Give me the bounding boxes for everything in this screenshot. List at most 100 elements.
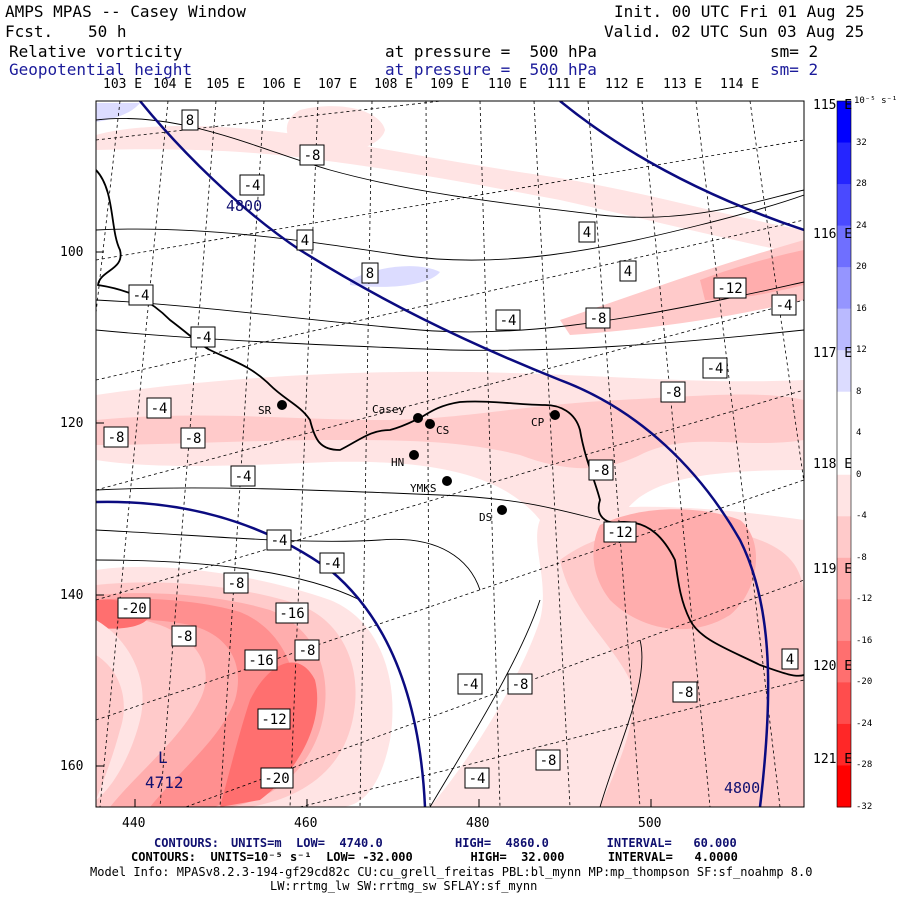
svg-text:-8: -8: [185, 431, 202, 447]
colorbar-segment: [837, 557, 851, 600]
contour-label: -16: [275, 602, 309, 624]
init-time: Init. 00 UTC Fri 01 Aug 25: [614, 2, 865, 21]
colorbar-label-3: 20: [856, 262, 867, 273]
svg-text:4: 4: [624, 264, 632, 280]
colorbar-segment: [837, 599, 851, 642]
field1-level: at pressure = 500 hPa: [385, 42, 597, 61]
svg-text:-8: -8: [590, 311, 607, 327]
svg-text:-4: -4: [235, 469, 252, 485]
svg-text:-4: -4: [462, 677, 479, 693]
svg-text:-8: -8: [108, 430, 125, 446]
right-lon-label-5: 120 E: [813, 659, 853, 674]
station-dot-cs: [425, 419, 435, 429]
svg-text:-4: -4: [133, 288, 150, 304]
colorbar-label-5: 12: [856, 345, 867, 356]
contour-label: -16: [244, 649, 278, 671]
footer-model-physics: LW:rrtmg_lw SW:rrtmg_sw SFLAY:sf_mynn: [270, 879, 538, 893]
contour-label: -12: [713, 277, 747, 299]
map-title: AMPS MPAS -- Casey Window: [5, 2, 246, 21]
contour-label: -4: [266, 529, 292, 551]
left-y-tick-2: 140: [60, 588, 84, 603]
svg-text:-4: -4: [469, 771, 486, 787]
svg-text:-4: -4: [500, 313, 517, 329]
colorbar-segment: [837, 308, 851, 351]
station-label-cp: CP: [531, 416, 545, 429]
station-dot-cp: [550, 410, 560, 420]
top-lon-label-8: 111 E: [547, 77, 587, 92]
forecast-label: Fcst.: [5, 22, 54, 41]
left-y-tick-0: 100: [60, 245, 84, 260]
field2-level: at pressure = 500 hPa: [385, 60, 597, 79]
contour-labels: 8 -8 -4 4 8 4 4 -4 -12 -4 -8 -4 -4 -4 -8 -4 -8 -8 -8 -4 -4 -1…: [103, 109, 799, 789]
svg-text:-8: -8: [304, 148, 321, 164]
svg-text:-12: -12: [261, 712, 286, 728]
svg-text:4: 4: [583, 225, 591, 241]
low-symbol: L: [158, 748, 168, 767]
contour-label: -8: [294, 639, 320, 661]
svg-text:-4: -4: [151, 401, 168, 417]
contour-label: -4: [190, 326, 216, 348]
colorbar-label-11: -12: [856, 594, 873, 605]
svg-text:-8: -8: [176, 629, 193, 645]
footer-height-contours: UNITS=m LOW= 4740.0 HIGH= 4860.0 INTERVA…: [231, 836, 737, 850]
colorbar-unit: 10⁻⁵ s⁻¹: [854, 96, 898, 106]
station-label-casey: Casey: [372, 403, 406, 416]
svg-text:-4: -4: [195, 330, 212, 346]
plot-frame: [95, 100, 805, 808]
svg-text:-16: -16: [279, 606, 304, 622]
right-lon-label-3: 118 E: [813, 457, 853, 472]
right-lon-label-6: 121 E: [813, 752, 853, 767]
svg-text:8: 8: [186, 113, 194, 129]
station-markers: [277, 400, 560, 515]
svg-text:-4: -4: [271, 533, 288, 549]
svg-text:-8: -8: [540, 753, 557, 769]
bottom-x-tick-1: 460: [294, 816, 318, 831]
colorbar-frame: [836, 100, 852, 808]
top-lon-label-6: 109 E: [430, 77, 470, 92]
colorbar-label-8: 0: [856, 469, 862, 480]
colorbar-label-10: -8: [856, 552, 867, 563]
colorbar-label-0: 32: [856, 137, 867, 148]
top-lon-label-1: 104 E: [153, 77, 193, 92]
colorbar-segment: [837, 723, 851, 766]
colorbar-segment: [837, 516, 851, 559]
svg-text:-16: -16: [248, 653, 273, 669]
bottom-x-tick-2: 480: [466, 816, 490, 831]
contour-label: 4: [578, 221, 596, 243]
colorbar-label-2: 24: [856, 220, 867, 231]
top-lon-label-2: 105 E: [206, 77, 246, 92]
contour-label: 4: [296, 229, 314, 251]
contour-label: 4: [781, 648, 799, 670]
footer-model-info: Model Info: MPASv8.2.3-194-gf29cd82c CU:…: [90, 865, 813, 879]
top-lon-label-3: 106 E: [262, 77, 302, 92]
footer-vorticity-contours: CONTOURS: UNITS=10⁻⁵ s⁻¹ LOW= -32.000 HI…: [131, 850, 738, 864]
svg-text:-8: -8: [665, 385, 682, 401]
top-lon-label-7: 110 E: [488, 77, 528, 92]
field1-smoothing: sm= 2: [770, 42, 819, 61]
left-y-tick-1: 120: [60, 416, 84, 431]
contour-label: -20: [260, 767, 294, 789]
top-lon-label-11: 114 E: [720, 77, 760, 92]
colorbar-segment: [837, 433, 851, 476]
colorbar: [836, 100, 852, 808]
colorbar-label-6: 8: [856, 386, 862, 397]
contour-label: -8: [588, 459, 614, 481]
left-y-tick-3: 160: [60, 759, 84, 774]
station-dot-sr: [277, 400, 287, 410]
top-lon-label-10: 113 E: [663, 77, 703, 92]
colorbar-label-12: -16: [856, 635, 873, 646]
valid-time: Valid. 02 UTC Sun 03 Aug 25: [604, 22, 865, 41]
height-label-4800-top: 4800: [226, 197, 263, 215]
svg-text:-4: -4: [707, 361, 724, 377]
height-label-4800-bottom: 4800: [724, 779, 761, 797]
station-dot-ymks: [442, 476, 452, 486]
colorbar-segment: [837, 765, 851, 808]
contour-label: -4: [495, 309, 521, 331]
vorticity-shading: [96, 103, 804, 807]
contour-label: -8: [585, 307, 611, 329]
station-dot-hn: [409, 450, 419, 460]
svg-text:-4: -4: [776, 298, 793, 314]
contour-label: -4: [702, 357, 728, 379]
contour-label: -4: [457, 673, 483, 695]
